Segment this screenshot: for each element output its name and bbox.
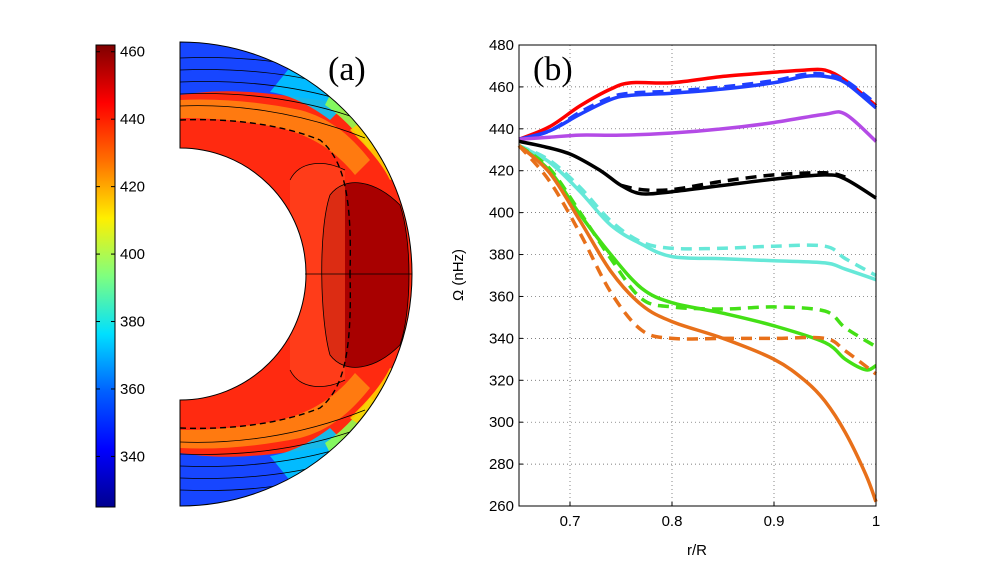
colorbar-tick-label: 420 (120, 179, 145, 196)
colorbar-tick-label: 380 (120, 314, 145, 331)
panel-a: 340 360 380 400 420 440 460 (95, 41, 413, 508)
series-line-red-solid (518, 67, 878, 141)
colorbar-tick-label: 340 (120, 448, 145, 465)
plot-frame (518, 44, 877, 507)
y-tick-label: 380 (489, 247, 514, 264)
y-tick-label: 420 (489, 163, 514, 180)
colorbar-ticks: 340 360 380 400 420 440 460 (96, 44, 145, 465)
y-tick-label: 460 (489, 79, 514, 96)
x-tick-label: 0.7 (560, 513, 581, 530)
series-line-black-solid (518, 139, 877, 200)
panel-b-label: (b) (533, 51, 573, 88)
x-tick-label: 0.8 (662, 513, 683, 530)
series-line-orange-dashed (517, 144, 878, 376)
colorbar-tick-label: 360 (120, 381, 145, 398)
x-tick-label: 1 (872, 513, 880, 530)
y-tick-label: 340 (489, 330, 514, 347)
y-tick-label: 320 (489, 372, 514, 389)
y-axis-label: Ω (nHz) (450, 249, 467, 301)
y-tick-label: 260 (489, 498, 514, 515)
y-tick-label: 280 (489, 456, 514, 473)
meridional-contour-plot (180, 42, 412, 506)
y-tick-label: 400 (489, 205, 514, 222)
x-tick-label: 0.9 (764, 513, 785, 530)
series-line-purple-solid (518, 110, 878, 143)
series-line-black-dashed (620, 170, 846, 193)
y-tick-label: 300 (489, 414, 514, 431)
y-tick-label: 360 (489, 288, 514, 305)
colorbar-tick-label: 440 (120, 111, 145, 128)
series-line-cyan-solid (518, 144, 877, 282)
colorbar-tick-label: 460 (120, 44, 145, 61)
panel-b: 0.7 0.8 0.9 1 260 280 300 320 340 360 380 400 420 44… (450, 37, 880, 559)
y-tick-label: 480 (489, 37, 514, 54)
colorbar (95, 44, 116, 508)
shell-outline (179, 41, 413, 507)
series-line-orange-solid (517, 144, 878, 503)
x-axis-label: r/R (687, 542, 707, 559)
plot-area (519, 45, 876, 506)
series-line-cyan-dashed (518, 144, 877, 278)
series-group (517, 67, 878, 503)
series-line-blue-dashed (518, 71, 878, 141)
panel-a-label: (a) (328, 51, 366, 88)
y-ticks: 260 280 300 320 340 360 380 400 420 440 460 480 (489, 37, 523, 515)
colorbar-tick-label: 400 (120, 246, 145, 263)
y-tick-label: 440 (489, 121, 514, 138)
series-line-green-dashed (517, 144, 877, 349)
x-ticks: 0.7 0.8 0.9 1 (560, 502, 880, 530)
